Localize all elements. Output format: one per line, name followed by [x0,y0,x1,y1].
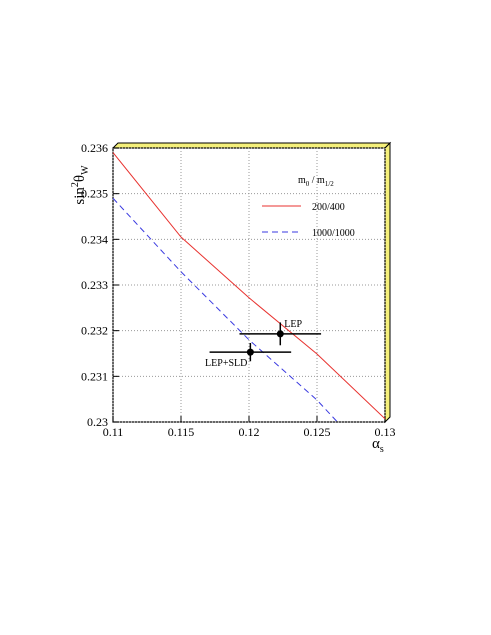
data-point [246,348,254,356]
y-tick-label: 0.231 [81,369,108,383]
y-tick-label: 0.234 [81,232,108,246]
y-label: sin2θW [70,165,91,205]
legend-title: m0 / m1/2 [298,175,334,188]
point-label: LEP+SLD [205,358,247,369]
legend-title-part: 1/2 [325,180,334,188]
y-tick-label: 0.236 [81,141,108,155]
y-label-part: sin [72,187,88,205]
x-label-part: α [372,436,380,452]
legend-title-part: 0 [306,180,310,188]
y-label-part: 2 [70,182,81,187]
x-tick-label: 0.12 [239,425,260,439]
data-point [276,330,284,338]
x-label: αs [372,436,384,455]
point-label: LEP [284,319,302,330]
x-tick-label: 0.115 [168,425,195,439]
y-label-part: θ [72,175,88,182]
legend-label: 1000/1000 [312,228,355,239]
series-line [112,152,386,420]
x-tick-label: 0.125 [304,425,331,439]
y-tick-label: 0.232 [81,324,108,338]
y-tick-label: 0.235 [81,187,108,201]
y-tick-label: 0.23 [87,415,108,429]
legend-title-part: m [298,175,306,186]
y-label-part: W [80,165,91,175]
x-tick-label: 0.13 [375,425,396,439]
y-tick-label: 0.233 [81,278,108,292]
frame-side [384,141,391,424]
legend-title-part: / m [309,175,325,186]
frame-top [111,142,392,149]
legend-label: 200/400 [312,202,345,213]
x-tick-label: 0.11 [103,425,124,439]
x-label-part: s [380,444,384,455]
